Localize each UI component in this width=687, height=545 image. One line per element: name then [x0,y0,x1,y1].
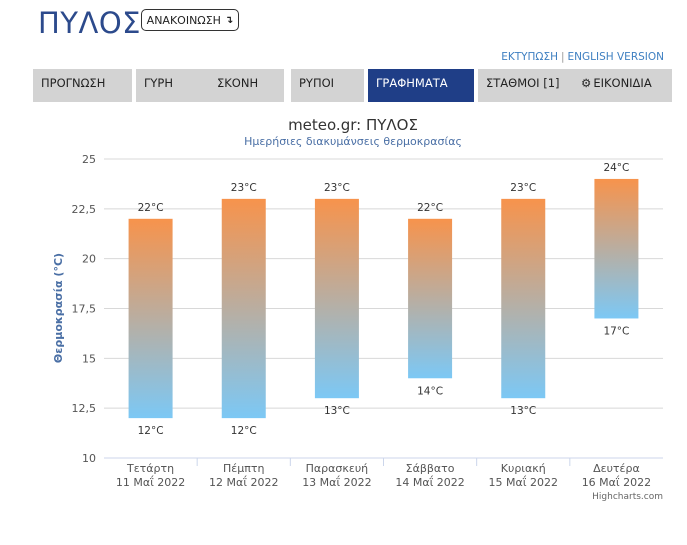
x-tick-date: 14 Μαΐ 2022 [395,475,464,489]
tab-pollutants[interactable]: ΡΥΠΟΙ [291,69,364,102]
low-temp-label: 13°C [324,405,350,417]
grid-lines [104,158,663,459]
y-tick-label: 10 [82,452,96,465]
announcement-label: ΑΝΑΚΟΙΝΩΣΗ [146,13,221,27]
low-temp-label: 12°C [231,425,257,437]
link-separator: | [560,51,565,63]
temperature-range-bar[interactable] [314,198,359,399]
x-tick-day: Σάββατο [406,462,455,475]
y-tick-label: 17,5 [72,303,97,316]
high-temp-label: 23°C [231,182,257,194]
x-tick-day: Τετάρτη [126,462,174,475]
low-temp-label: 12°C [138,425,164,437]
y-tick-label: 20 [82,253,96,266]
tab-label: ΡΥΠΟΙ [299,76,335,90]
low-temp-label: 17°C [603,325,629,337]
temperature-range-bar[interactable] [128,218,173,419]
tab-label: ΓΡΑΦΗΜΑΤΑ [376,76,448,90]
x-tick-day: Δευτέρα [593,462,640,475]
high-temp-label: 22°C [417,202,443,214]
x-tick-date: 13 Μαΐ 2022 [302,475,371,489]
temperature-range-bar[interactable] [594,178,639,319]
print-link[interactable]: ΕΚΤΥΠΩΣΗ [501,51,558,63]
temperature-range-bar[interactable] [221,198,266,419]
arrow-down-icon: ↴ [224,14,234,26]
top-links: ΕΚΤΥΠΩΣΗ | ENGLISH VERSION [501,51,664,63]
x-tick-date: 16 Μαΐ 2022 [582,475,651,489]
tab-pollen[interactable]: ΓΥΡΗ [136,69,209,102]
chart-title: meteo.gr: ΠΥΛΟΣ [288,116,418,134]
tab-label: ΓΥΡΗ [144,76,174,90]
y-tick-label: 15 [82,352,96,365]
tab-icons[interactable]: ⚙ ΕΙΚΟΝΙΔΙΑ [573,69,672,102]
x-tick-date: 12 Μαΐ 2022 [209,475,278,489]
bars: 22°C 12°C 23°C 12°C 23°C 13°C 22°C 14°C 23°C 13°C… [128,162,639,437]
y-tick-label: 12,5 [72,402,97,415]
temperature-range-bar[interactable] [501,198,546,399]
tab-graphs[interactable]: ΓΡΑΦΗΜΑΤΑ [368,69,474,102]
english-version-link[interactable]: ENGLISH VERSION [567,51,664,63]
low-temp-label: 14°C [417,385,443,397]
tab-stations[interactable]: ΣΤΑΘΜΟΙ [1] [478,69,573,102]
x-tick-date: 15 Μαΐ 2022 [489,475,558,489]
site-title: ΠΥΛΟΣ [38,6,142,40]
y-tick-label: 22,5 [72,203,97,216]
tab-dust[interactable]: ΣΚΟΝΗ [209,69,284,102]
x-tick-date: 11 Μαΐ 2022 [116,475,185,489]
y-axis-ticks: 10 12,5 15 17,5 20 22,5 25 [72,153,97,465]
tab-label: ΣΤΑΘΜΟΙ [1] [486,76,560,90]
x-tick-day: Πέμπτη [223,462,264,475]
temperature-range-bar[interactable] [408,218,453,379]
credits-link[interactable]: Highcharts.com [592,492,663,502]
x-tick-day: Κυριακή [501,462,546,475]
tab-label: ΠΡΟΓΝΩΣΗ [41,76,106,90]
tab-label: ΕΙΚΟΝΙΔΙΑ [593,76,652,90]
tab-label: ΣΚΟΝΗ [217,76,259,90]
x-tick-day: Παρασκευή [306,462,369,475]
y-tick-label: 25 [82,153,96,166]
tab-forecast[interactable]: ΠΡΟΓΝΩΣΗ [33,69,132,102]
high-temp-label: 22°C [138,202,164,214]
announcement-button[interactable]: ΑΝΑΚΟΙΝΩΣΗ ↴ [141,9,239,31]
high-temp-label: 24°C [603,162,629,174]
high-temp-label: 23°C [324,182,350,194]
chart-subtitle: Ημερήσιες διακυμάνσεις θερμοκρασίας [244,135,462,148]
low-temp-label: 13°C [510,405,536,417]
gear-icon: ⚙ [581,76,592,90]
y-axis-title: Θερμοκρασία (°C) [52,253,65,363]
high-temp-label: 23°C [510,182,536,194]
